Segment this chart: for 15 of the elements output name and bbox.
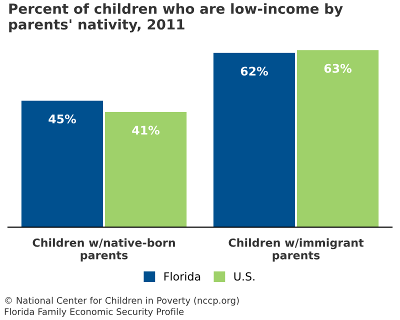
legend-label: Florida [164, 272, 200, 281]
bar [21, 100, 104, 228]
data-label: 41% [132, 126, 160, 135]
x-tick-label: Children w/immigrant parents [228, 238, 364, 262]
text: Florida Family Economic Security Profile [4, 308, 184, 317]
chart-title: Percent of children who are low-income by parents' nativity, 2011 [9, 3, 343, 32]
legend-label: U.S. [234, 272, 254, 281]
data-label: 62% [240, 66, 268, 76]
bar [213, 52, 296, 228]
text: © National Center for Children in Poverty (nccp.org) [5, 296, 239, 306]
data-label: 45% [48, 114, 76, 124]
bar [104, 112, 187, 228]
data-label: 63% [324, 64, 352, 73]
x-tick-label: Children w/native-born parents [32, 238, 175, 262]
bar [296, 50, 379, 228]
